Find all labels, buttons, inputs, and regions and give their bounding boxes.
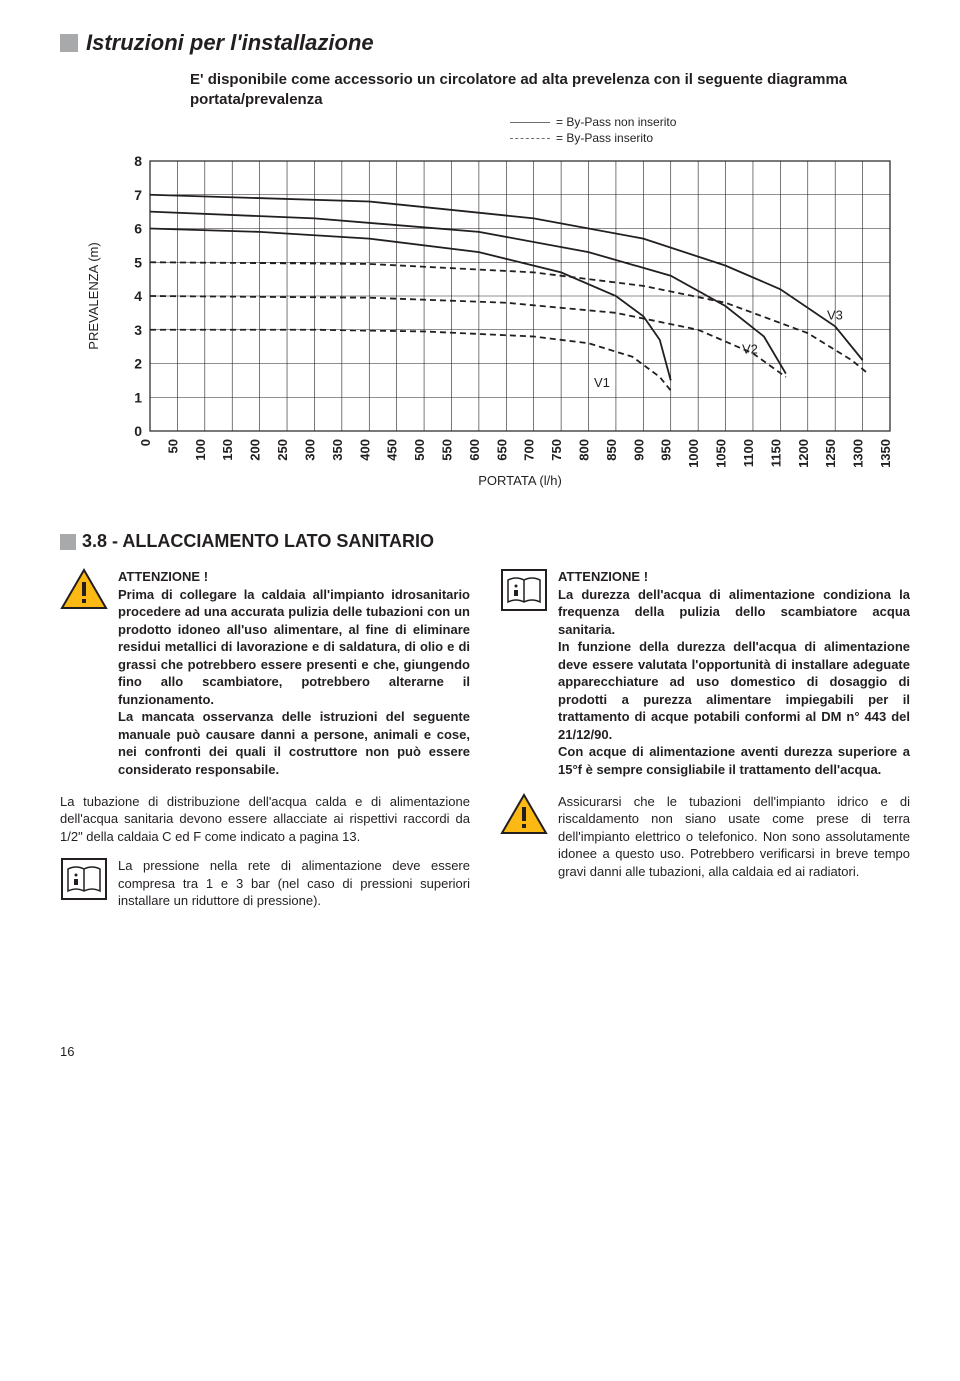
svg-text:500: 500 [412,439,427,461]
note-l1-text: ATTENZIONE ! Prima di collegare la calda… [118,568,470,779]
svg-text:1200: 1200 [796,439,811,468]
note-r1-text: ATTENZIONE ! La durezza dell'acqua di al… [558,568,910,779]
title-marker [60,34,78,52]
intro-text: E' disponibile come accessorio un circol… [190,70,910,109]
note-r1-body: La durezza dell'acqua di alimentazione c… [558,586,910,639]
note-r1b-body: In funzione della durezza dell'acqua di … [558,638,910,743]
svg-text:6: 6 [134,221,142,237]
svg-text:1350: 1350 [878,439,893,468]
svg-text:650: 650 [494,439,509,461]
warning-icon [500,793,548,881]
svg-text:400: 400 [357,439,372,461]
svg-text:1150: 1150 [768,439,783,467]
book-icon [60,857,108,910]
svg-text:700: 700 [522,439,537,461]
svg-text:8: 8 [134,153,142,169]
columns: ATTENZIONE ! Prima di collegare la calda… [60,568,910,924]
note-l1-body: Prima di collegare la caldaia all'impian… [118,586,470,709]
svg-text:V2: V2 [742,341,758,356]
svg-text:3: 3 [134,322,142,338]
svg-text:1050: 1050 [714,439,729,468]
svg-text:0: 0 [138,439,153,446]
svg-text:V3: V3 [827,308,843,323]
svg-text:600: 600 [467,439,482,461]
note-l1: ATTENZIONE ! Prima di collegare la calda… [60,568,470,779]
chart: 0 1 2 3 4 5 6 7 8 0 50 100 150 200 250 300 350 400 450 500 5… [80,151,900,491]
svg-text:550: 550 [439,439,454,461]
legend-dashed: = By-Pass inserito [510,131,910,145]
left-column: ATTENZIONE ! Prima di collegare la calda… [60,568,470,924]
page: Istruzioni per l'installazione E' dispon… [0,0,960,1089]
page-title: Istruzioni per l'installazione [86,30,374,56]
chart-legend: = By-Pass non inserito = By-Pass inserit… [510,115,910,145]
svg-text:100: 100 [193,439,208,461]
note-l1b-body: La mancata osservanza delle istruzioni d… [118,708,470,778]
svg-text:850: 850 [604,439,619,461]
svg-text:V1: V1 [594,375,610,390]
svg-text:0: 0 [134,423,142,439]
svg-text:950: 950 [659,439,674,461]
svg-text:5: 5 [134,254,142,270]
svg-text:4: 4 [134,288,142,304]
svg-text:1100: 1100 [741,439,756,467]
note-r2-text: Assicurarsi che le tubazioni dell'impian… [558,793,910,881]
legend-line-dashed [510,138,550,139]
svg-text:1250: 1250 [823,439,838,468]
title-row: Istruzioni per l'installazione [60,30,910,56]
svg-text:350: 350 [330,439,345,461]
book-icon [500,568,548,779]
svg-text:PORTATA (l/h): PORTATA (l/h) [478,473,562,488]
svg-text:150: 150 [220,439,235,461]
legend-line-solid [510,122,550,123]
right-column: ATTENZIONE ! La durezza dell'acqua di al… [500,568,910,924]
note-l3-text: La pressione nella rete di alimentazione… [118,857,470,910]
legend-solid: = By-Pass non inserito [510,115,910,129]
chart-svg: 0 1 2 3 4 5 6 7 8 0 50 100 150 200 250 300 350 400 450 500 5… [80,151,900,491]
svg-text:450: 450 [385,439,400,461]
para-l2: La tubazione di distribuzione dell'acqua… [60,793,470,846]
svg-text:PREVALENZA (m): PREVALENZA (m) [86,242,101,349]
section-marker [60,534,76,550]
svg-text:300: 300 [302,439,317,461]
page-number: 16 [60,1044,910,1059]
svg-text:2: 2 [134,356,142,372]
svg-text:1300: 1300 [851,439,866,468]
svg-text:1000: 1000 [686,439,701,468]
svg-text:250: 250 [275,439,290,461]
legend-dashed-label: = By-Pass inserito [556,131,653,145]
svg-text:750: 750 [549,439,564,461]
note-r1: ATTENZIONE ! La durezza dell'acqua di al… [500,568,910,779]
svg-text:900: 900 [631,439,646,461]
svg-text:1: 1 [134,389,142,405]
section-title: 3.8 - ALLACCIAMENTO LATO SANITARIO [82,531,434,552]
note-r1c-body: Con acque di alimentazione aventi durezz… [558,743,910,778]
section-row: 3.8 - ALLACCIAMENTO LATO SANITARIO [60,531,910,552]
svg-text:7: 7 [134,187,142,203]
svg-text:50: 50 [165,439,180,453]
att-label: ATTENZIONE ! [118,568,470,586]
att-label-r: ATTENZIONE ! [558,568,910,586]
svg-text:200: 200 [248,439,263,461]
legend-solid-label: = By-Pass non inserito [556,115,676,129]
para-l2-text: La tubazione di distribuzione dell'acqua… [60,794,470,844]
note-l3: La pressione nella rete di alimentazione… [60,857,470,910]
warning-icon [60,568,108,779]
note-r2: Assicurarsi che le tubazioni dell'impian… [500,793,910,881]
intro-block: E' disponibile come accessorio un circol… [190,70,910,109]
svg-text:800: 800 [577,439,592,461]
